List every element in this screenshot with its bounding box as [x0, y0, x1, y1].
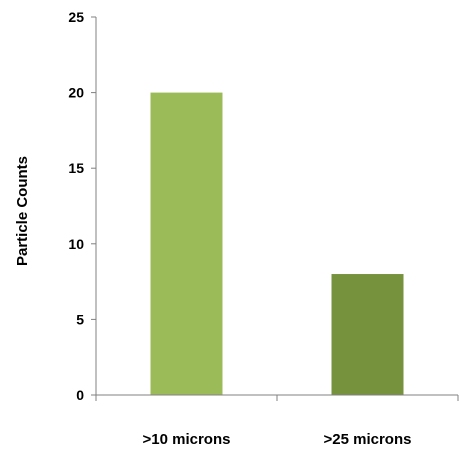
x-category-labels: >10 microns >25 microns	[143, 431, 412, 448]
x-tick-marks	[95, 395, 459, 401]
x-category-label: >25 microns	[324, 431, 412, 448]
y-axis-title: Particle Counts	[14, 156, 31, 266]
bars	[150, 92, 404, 395]
y-tick-label: 0	[76, 387, 84, 403]
y-tick-label: 25	[68, 9, 84, 25]
y-tick-labels: 0 5 10 15 20 25	[68, 9, 84, 403]
y-tick-label: 5	[76, 311, 84, 327]
y-tick-label: 10	[68, 236, 84, 252]
y-tick-marks	[91, 16, 96, 396]
y-tick-label: 15	[68, 160, 84, 176]
x-category-label: >10 microns	[143, 431, 231, 448]
bar	[150, 92, 223, 395]
y-tick-label: 20	[68, 85, 84, 101]
bar	[331, 274, 404, 395]
